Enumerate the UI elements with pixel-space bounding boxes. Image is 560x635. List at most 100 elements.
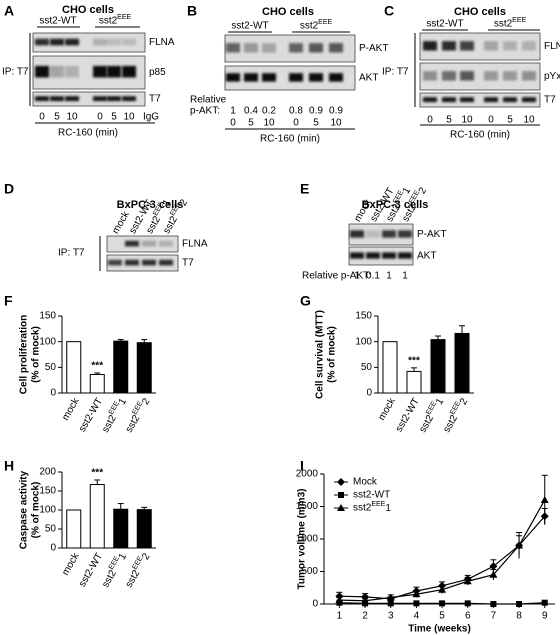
panel-letter: B [187, 3, 197, 19]
band [503, 41, 517, 51]
x-tick-label: mock [60, 550, 82, 577]
band [107, 38, 121, 46]
band [398, 252, 412, 259]
band [522, 97, 536, 103]
relative-label: Relative [190, 95, 227, 106]
blot [32, 32, 146, 53]
band [350, 252, 364, 259]
band [108, 259, 122, 266]
band-label: FLNA [182, 239, 208, 250]
band [484, 71, 498, 81]
panel-title: CHO cells [62, 4, 114, 16]
marker [464, 600, 471, 607]
band-label: FLNA [149, 37, 175, 48]
band [442, 71, 456, 81]
band [522, 41, 536, 51]
legend-label: sst2-WT [353, 490, 390, 501]
panel-letter: I [300, 458, 304, 474]
band [382, 230, 396, 238]
marker [337, 504, 345, 511]
bar [136, 342, 152, 394]
band [423, 41, 437, 51]
lane-label: 10 [461, 115, 473, 126]
relative-value: 0.8 [289, 106, 303, 117]
band [122, 65, 136, 78]
band [65, 65, 79, 78]
relative-value: 0.4 [244, 106, 258, 117]
bar [89, 484, 105, 549]
band [262, 43, 276, 53]
y-axis-label: Cell survival (MTT) [315, 310, 326, 399]
band [460, 41, 474, 51]
y-tick-label: 200 [39, 467, 56, 478]
y-tick-label: 150 [39, 311, 56, 322]
band [522, 71, 536, 81]
band [142, 240, 156, 247]
band [122, 96, 136, 102]
x-tick-label: 5 [439, 611, 445, 622]
band [503, 97, 517, 103]
band [366, 252, 380, 259]
group-label: sst2-WT [426, 19, 463, 30]
relative-value: 0.1 [366, 271, 380, 282]
band [35, 96, 49, 102]
relative-value: 0.9 [309, 106, 323, 117]
bar [430, 339, 446, 394]
band [226, 43, 240, 53]
x-tick-label: mock [376, 395, 398, 422]
y-axis-label: (% of mock) [31, 482, 42, 539]
band [93, 96, 107, 102]
band [142, 259, 156, 266]
lane-label: 0 [97, 112, 103, 123]
y-tick-label: 1500 [296, 501, 319, 512]
y-axis-label: Cell proliferation [19, 315, 30, 394]
side-label: IP: T7 [2, 67, 29, 78]
group-label: sst2EEE [300, 19, 333, 32]
blot [419, 92, 541, 108]
significance: *** [408, 355, 420, 366]
y-tick-label: 1000 [296, 534, 319, 545]
y-tick-label: 50 [45, 362, 57, 373]
y-tick-label: 0 [50, 388, 56, 399]
panel-letter: H [4, 458, 14, 474]
bar [66, 341, 82, 394]
band-label: T7 [544, 95, 556, 106]
panel-title: CHO cells [262, 6, 314, 18]
relative-value: 1 [354, 271, 360, 282]
band [159, 240, 173, 247]
relative-label: p-AKT: [190, 106, 220, 117]
panel-letter: A [4, 3, 14, 19]
lane-label: 0 [427, 115, 433, 126]
band-label: P-AKT [359, 43, 388, 54]
y-tick-label: 500 [301, 566, 318, 577]
x-tick-label: 4 [414, 611, 420, 622]
band [309, 43, 323, 53]
marker [541, 599, 548, 606]
y-tick-label: 0 [50, 543, 56, 554]
bar [89, 374, 105, 394]
lane-label: 10 [330, 118, 342, 129]
marker [490, 601, 497, 607]
marker [361, 596, 370, 604]
marker [337, 478, 345, 486]
marker [387, 600, 394, 607]
time-label: RC-160 (min) [450, 130, 510, 141]
panel-letter: E [300, 181, 309, 197]
time-label: RC-160 (min) [58, 128, 118, 139]
lane-label: 5 [54, 112, 60, 123]
y-tick-label: 100 [39, 336, 56, 347]
x-tick-label: 7 [491, 611, 497, 622]
group-label: sst2EEE [99, 14, 132, 27]
bar [113, 508, 129, 549]
marker [515, 541, 524, 549]
bar [454, 332, 470, 394]
lane-label: 10 [66, 112, 78, 123]
marker [489, 562, 498, 571]
band [125, 240, 139, 247]
lane-label: 5 [507, 115, 513, 126]
relative-value: 0.2 [262, 106, 276, 117]
lane-label: 0 [39, 112, 45, 123]
band [125, 259, 139, 266]
band [442, 97, 456, 103]
